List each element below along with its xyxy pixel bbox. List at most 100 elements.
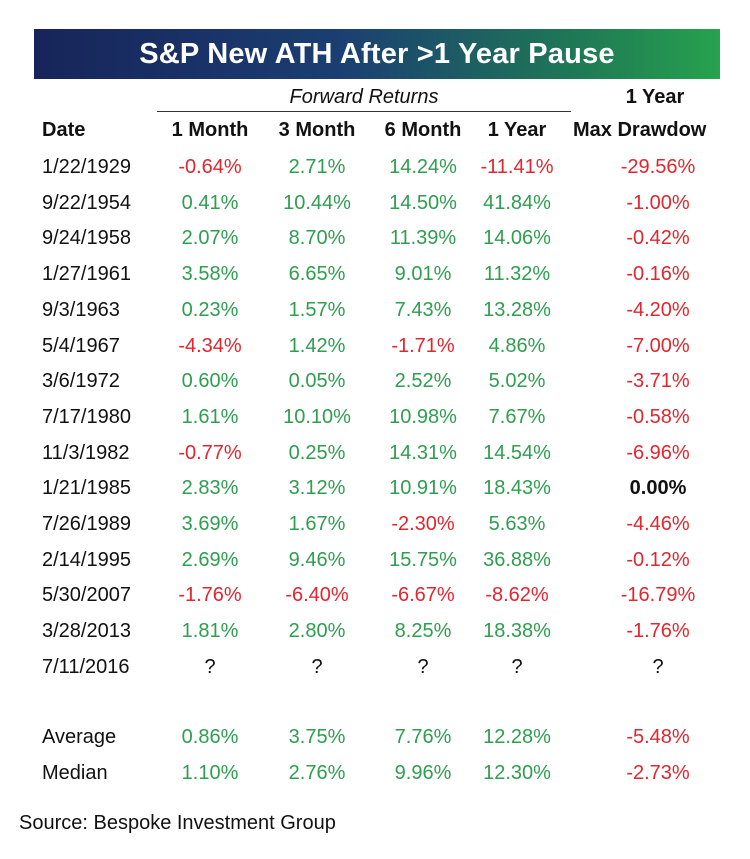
- three-month-cell: 8.70%: [288, 227, 346, 250]
- three-month-cell: 10.44%: [283, 191, 351, 214]
- three-month-cell: 3.12%: [288, 477, 346, 500]
- one-year-cell: 36.88%: [483, 548, 551, 571]
- max-drawdown-cell: -6.96%: [626, 441, 690, 464]
- date-cell: 2/14/1995: [42, 548, 131, 571]
- six-month-cell: 7.76%: [394, 726, 452, 748]
- one-year-cell: 12.28%: [483, 726, 551, 748]
- six-month-cell: 9.01%: [394, 263, 452, 286]
- one-month-cell: 0.23%: [181, 298, 239, 321]
- three-month-cell: 2.71%: [288, 156, 346, 178]
- date-cell: Median: [42, 761, 108, 784]
- one-month-cell: -0.77%: [178, 441, 242, 464]
- header-max-drawdown: Max Drawdow: [573, 119, 707, 141]
- three-month-cell: 3.75%: [288, 726, 346, 748]
- max-drawdown-cell: -3.71%: [626, 370, 690, 393]
- three-month-cell: ?: [311, 655, 323, 678]
- max-drawdown-cell: -1.00%: [626, 191, 690, 214]
- max-drawdown-cell: -29.56%: [620, 156, 696, 178]
- three-month-cell: 2.80%: [288, 620, 346, 643]
- max-drawdown-cell: -2.73%: [626, 761, 690, 784]
- three-month-cell: 2.76%: [288, 761, 346, 784]
- one-month-cell: 2.83%: [181, 477, 239, 500]
- one-month-cell: 1.81%: [181, 620, 239, 643]
- six-month-cell: -2.30%: [391, 513, 455, 535]
- max-drawdown-cell: -7.00%: [626, 334, 690, 357]
- max-drawdown-cell: -16.79%: [620, 584, 696, 607]
- date-cell: 9/3/1963: [42, 298, 120, 321]
- one-month-cell: 0.60%: [181, 370, 239, 393]
- six-month-cell: 15.75%: [389, 548, 457, 571]
- one-year-cell: -11.41%: [480, 156, 554, 178]
- one-year-cell: 4.86%: [488, 334, 546, 357]
- one-year-cell: 5.63%: [488, 513, 546, 535]
- max-drawdown-cell: -1.76%: [626, 620, 690, 643]
- date-cell: 11/3/1982: [42, 441, 130, 464]
- one-month-cell: 2.69%: [181, 548, 239, 571]
- date-cell: 7/17/1980: [42, 405, 131, 428]
- six-month-cell: 11.39%: [389, 227, 457, 250]
- one-year-cell: ?: [511, 655, 523, 678]
- three-month-cell: 10.10%: [283, 405, 351, 428]
- one-year-cell: 12.30%: [483, 761, 551, 784]
- three-month-cell: 0.25%: [288, 441, 346, 464]
- max-drawdown-cell: -4.46%: [626, 513, 690, 535]
- three-month-cell: 1.57%: [288, 298, 346, 321]
- six-month-cell: 14.24%: [389, 156, 457, 178]
- one-month-cell: -0.64%: [178, 156, 242, 178]
- three-month-cell: 0.05%: [288, 370, 346, 393]
- three-month-cell: 1.67%: [288, 513, 346, 535]
- date-cell: 1/27/1961: [42, 263, 131, 286]
- one-month-cell: 1.10%: [181, 761, 239, 784]
- six-month-cell: 14.31%: [389, 441, 457, 464]
- max-drawdown-cell: ?: [652, 655, 664, 678]
- header-1-year: 1 Year: [487, 119, 547, 141]
- one-month-cell: 3.58%: [181, 263, 239, 286]
- one-month-cell: -1.76%: [178, 584, 242, 607]
- one-year-cell: 5.02%: [488, 370, 546, 393]
- three-month-cell: 6.65%: [288, 263, 346, 286]
- max-drawdown-cell: -4.20%: [626, 298, 690, 321]
- header-1-month: 1 Month: [171, 119, 249, 141]
- one-year-cell: 41.84%: [483, 191, 551, 214]
- three-month-cell: -6.40%: [285, 584, 349, 607]
- one-year-cell: 13.28%: [483, 298, 551, 321]
- date-cell: 9/24/1958: [42, 227, 131, 250]
- date-cell: 7/11/2016: [42, 655, 130, 678]
- six-month-cell: -6.67%: [391, 584, 455, 607]
- forward-returns-label: Forward Returns: [289, 86, 439, 108]
- one-month-cell: 2.07%: [181, 227, 239, 250]
- one-year-cell: -8.62%: [485, 584, 549, 607]
- table-title: S&P New ATH After >1 Year Pause: [34, 29, 720, 79]
- one-year-label: 1 Year: [625, 86, 685, 108]
- max-drawdown-cell: -0.42%: [626, 227, 690, 250]
- one-month-cell: -4.34%: [178, 334, 242, 357]
- date-cell: 1/21/1985: [42, 477, 131, 500]
- six-month-cell: 2.52%: [394, 370, 452, 393]
- one-month-cell: 0.41%: [181, 191, 239, 214]
- source-note: Source: Bespoke Investment Group: [19, 812, 336, 834]
- one-month-cell: ?: [204, 655, 216, 678]
- max-drawdown-cell: -5.48%: [626, 726, 690, 748]
- date-cell: 3/6/1972: [42, 370, 120, 393]
- date-cell: 5/30/2007: [42, 584, 131, 607]
- max-drawdown-cell: -0.58%: [626, 405, 690, 428]
- date-cell: 9/22/1954: [42, 191, 131, 214]
- three-month-cell: 1.42%: [288, 334, 346, 357]
- max-drawdown-cell: 0.00%: [629, 477, 687, 500]
- date-cell: Average: [42, 726, 117, 748]
- six-month-cell: ?: [417, 655, 429, 678]
- six-month-cell: 10.98%: [389, 405, 457, 428]
- three-month-cell: 9.46%: [288, 548, 346, 571]
- one-month-cell: 3.69%: [181, 513, 239, 535]
- date-cell: 5/4/1967: [42, 334, 120, 357]
- header-date: Date: [42, 119, 86, 141]
- one-year-cell: 14.54%: [483, 441, 551, 464]
- one-year-cell: 14.06%: [483, 227, 551, 250]
- one-year-cell: 18.38%: [483, 620, 551, 643]
- one-year-cell: 18.43%: [483, 477, 551, 500]
- six-month-cell: 10.91%: [389, 477, 457, 500]
- header-3-month: 3 Month: [278, 119, 356, 141]
- date-cell: 3/28/2013: [42, 620, 131, 643]
- six-month-cell: 9.96%: [394, 761, 452, 784]
- forward-returns-underline: [157, 111, 571, 112]
